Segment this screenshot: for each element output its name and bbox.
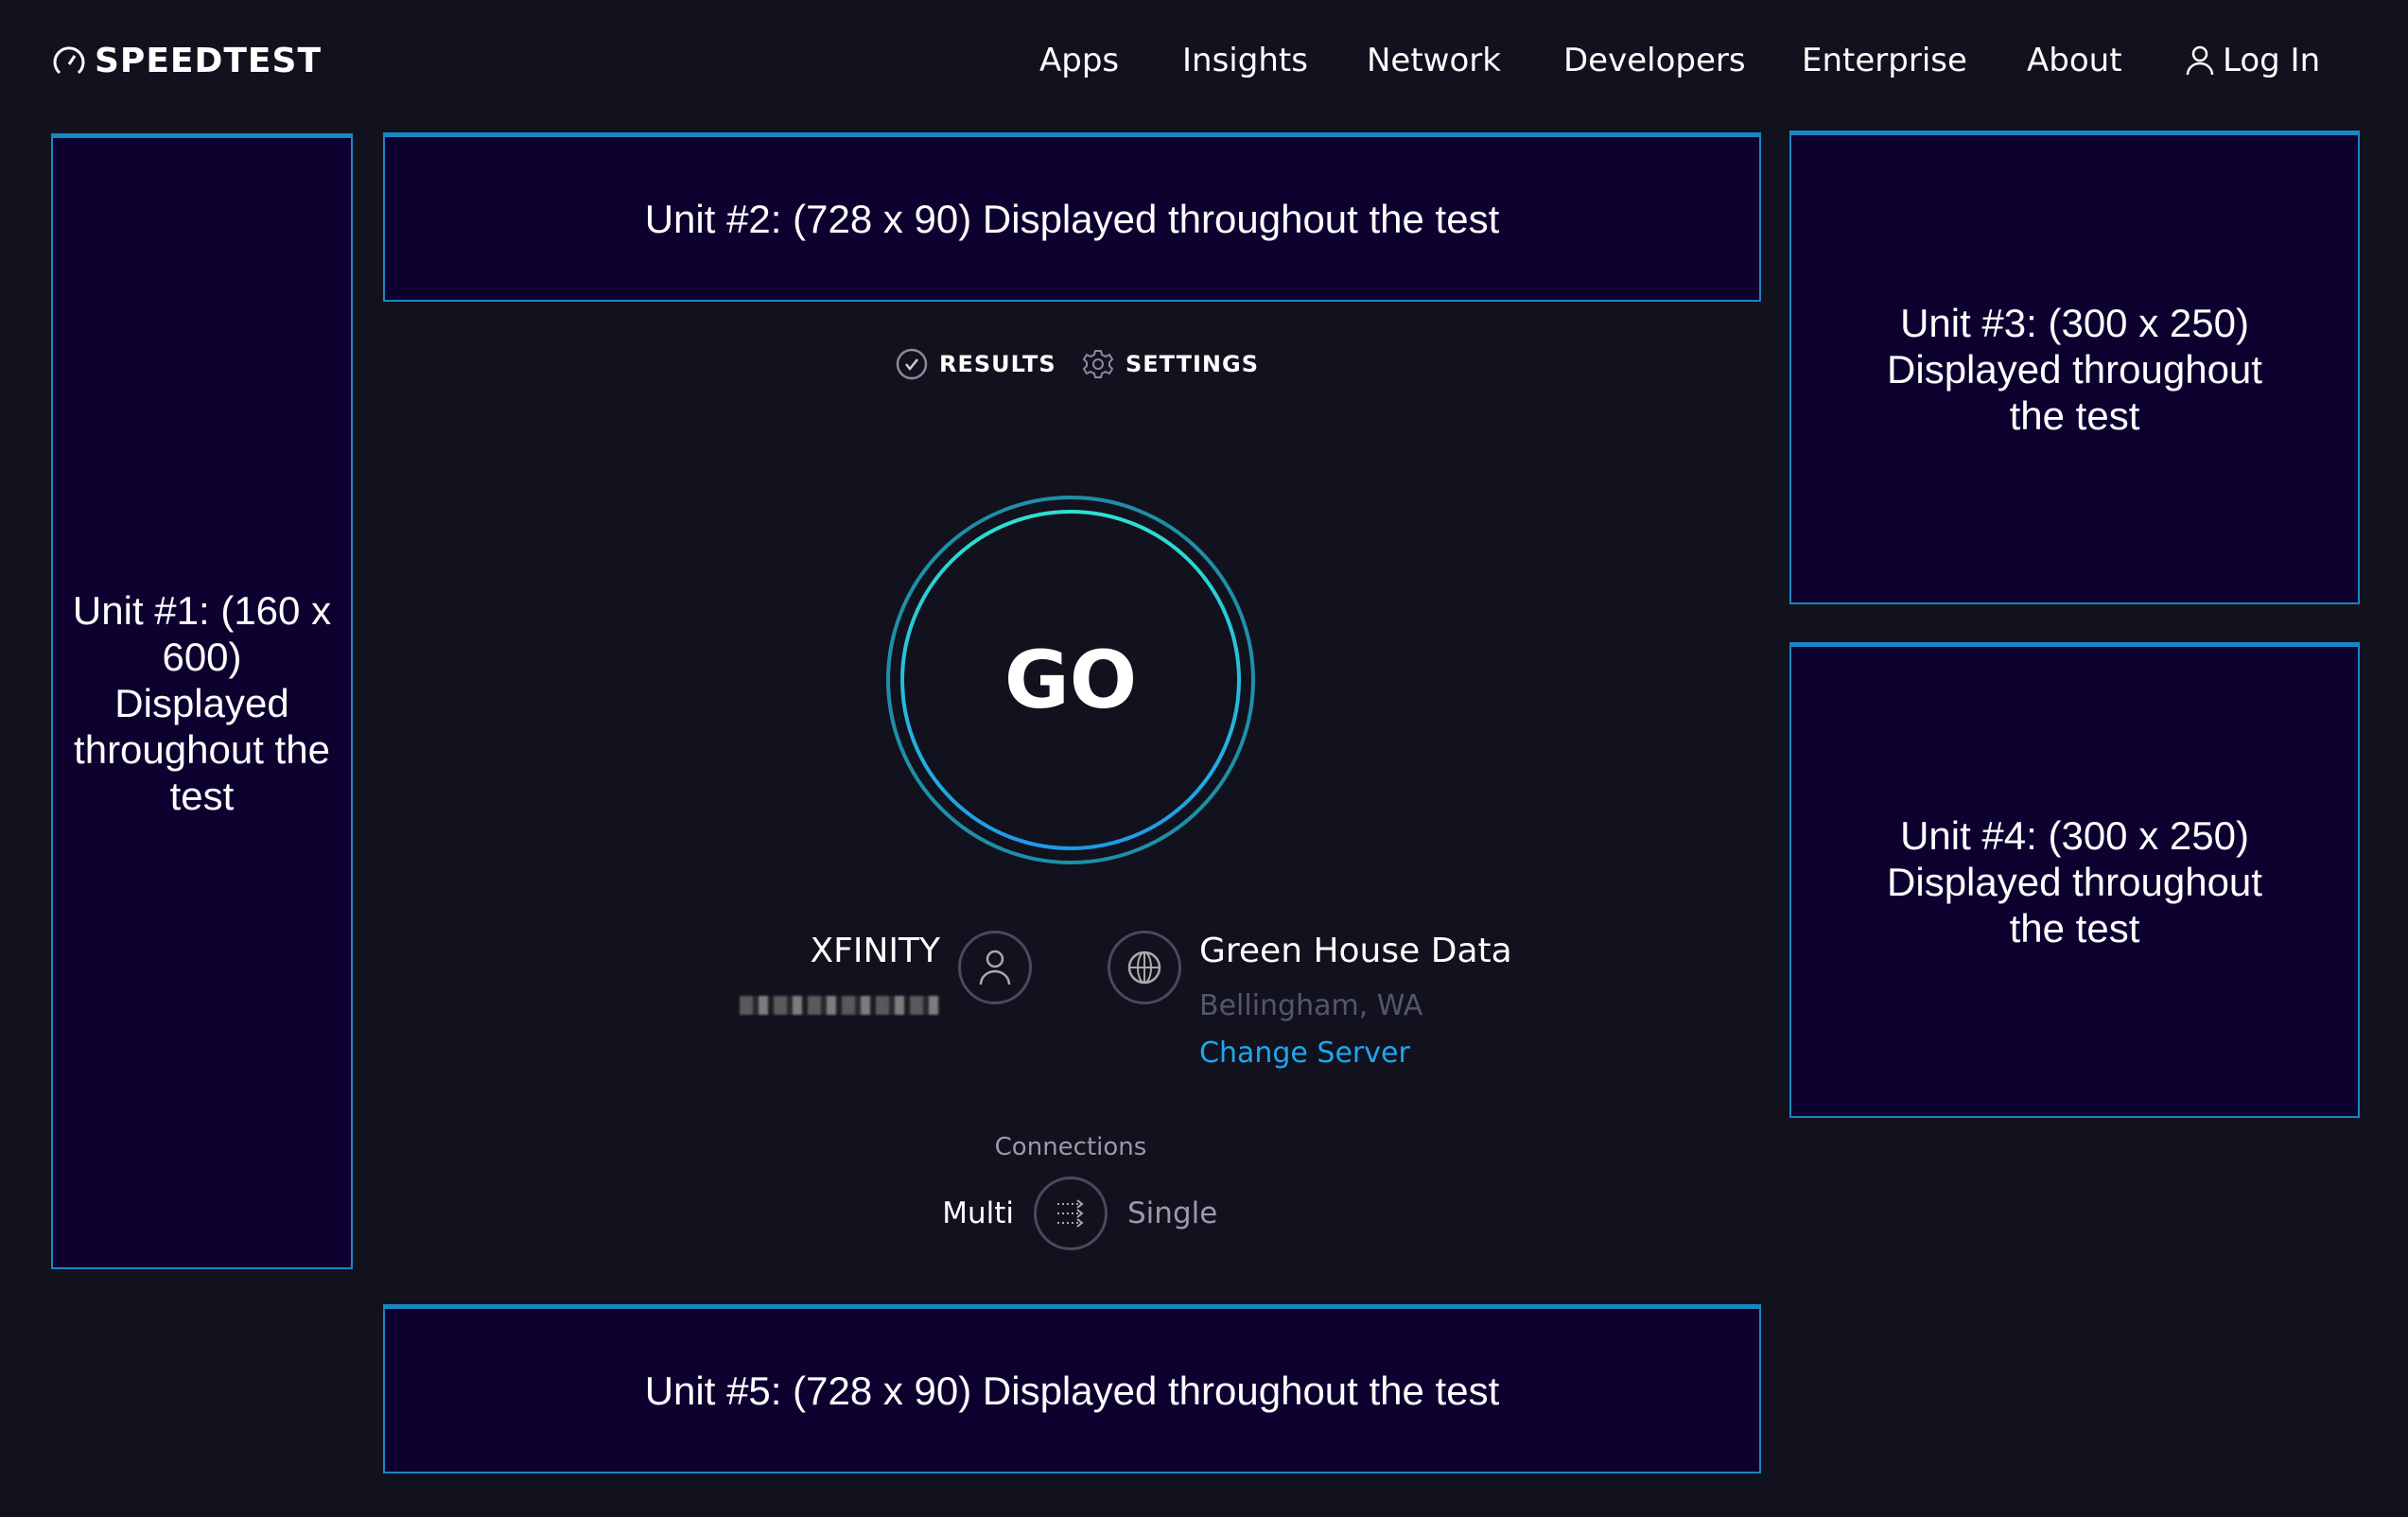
ad-unit-5[interactable]: Unit #5: (728 x 90) Displayed throughout… bbox=[383, 1304, 1761, 1473]
connections-toggle[interactable] bbox=[1034, 1177, 1108, 1250]
nav-apps[interactable]: Apps bbox=[1039, 42, 1120, 79]
person-icon bbox=[979, 950, 1011, 985]
ad-unit-4[interactable]: Unit #4: (300 x 250) Displayed throughou… bbox=[1789, 642, 2360, 1118]
nav-network[interactable]: Network bbox=[1367, 42, 1501, 79]
user-icon bbox=[2186, 45, 2214, 76]
ad-unit-4-text: Unit #4: (300 x 250) Displayed throughou… bbox=[1887, 812, 2262, 950]
login-label: Log In bbox=[2223, 42, 2321, 79]
nav-about[interactable]: About bbox=[2027, 42, 2122, 79]
ad-unit-2-text: Unit #2: (728 x 90) Displayed throughout… bbox=[644, 196, 1500, 241]
speedtest-logo[interactable]: SPEEDTEST bbox=[51, 42, 322, 80]
connections-single[interactable]: Single bbox=[1127, 1196, 1218, 1230]
ad-unit-1-text: Unit #1: (160 x 600) Displayed throughou… bbox=[72, 587, 332, 818]
connections-multi[interactable]: Multi bbox=[942, 1196, 1014, 1230]
go-button[interactable]: GO bbox=[1003, 634, 1138, 726]
change-server-link[interactable]: Change Server bbox=[1199, 1037, 1410, 1070]
ad-unit-3-text: Unit #3: (300 x 250) Displayed throughou… bbox=[1887, 300, 2262, 438]
server-location: Bellingham, WA bbox=[1199, 989, 1423, 1022]
ad-unit-2[interactable]: Unit #2: (728 x 90) Displayed throughout… bbox=[383, 132, 1761, 302]
logo-text: SPEEDTEST bbox=[95, 42, 323, 80]
login-link[interactable]: Log In bbox=[2185, 42, 2320, 79]
go-button-rings bbox=[886, 496, 1255, 864]
nav-developers[interactable]: Developers bbox=[1563, 42, 1746, 79]
nav-insights[interactable]: Insights bbox=[1182, 42, 1308, 79]
ad-unit-5-text: Unit #5: (728 x 90) Displayed throughout… bbox=[644, 1368, 1500, 1413]
multi-arrows-icon bbox=[1057, 1199, 1084, 1228]
server-name: Green House Data bbox=[1199, 932, 1512, 970]
redacted-ip bbox=[740, 996, 940, 1015]
speedometer-icon bbox=[53, 45, 85, 74]
tab-settings[interactable]: SETTINGS bbox=[1082, 348, 1259, 380]
ad-unit-1[interactable]: Unit #1: (160 x 600) Displayed throughou… bbox=[51, 133, 353, 1269]
gear-icon bbox=[1082, 350, 1114, 378]
tab-results[interactable]: RESULTS bbox=[896, 348, 1056, 380]
nav-enterprise[interactable]: Enterprise bbox=[1802, 42, 1967, 79]
connections-label: Connections bbox=[994, 1133, 1147, 1161]
isp-name: XFINITY bbox=[810, 932, 940, 970]
ad-unit-3[interactable]: Unit #3: (300 x 250) Displayed throughou… bbox=[1789, 131, 2360, 604]
tab-results-label: RESULTS bbox=[939, 351, 1056, 377]
check-circle-icon bbox=[896, 348, 928, 380]
server-button[interactable] bbox=[1108, 931, 1181, 1004]
tab-settings-label: SETTINGS bbox=[1125, 351, 1259, 377]
isp-button[interactable] bbox=[958, 931, 1032, 1004]
globe-icon bbox=[1127, 950, 1161, 985]
